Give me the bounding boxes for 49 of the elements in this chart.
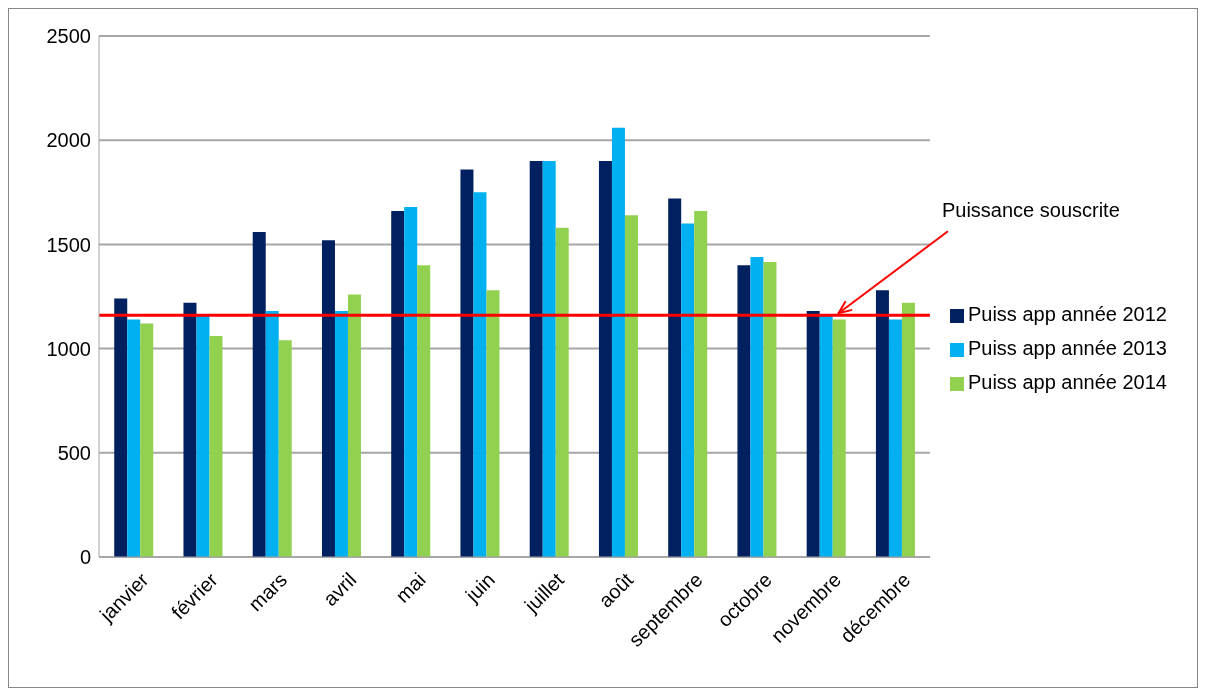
y-tick-label: 2000 bbox=[46, 129, 91, 152]
bar bbox=[391, 211, 405, 557]
bar bbox=[114, 298, 128, 557]
y-tick-label: 1000 bbox=[46, 337, 91, 360]
bar bbox=[611, 127, 625, 557]
bar bbox=[542, 161, 556, 557]
bar bbox=[486, 290, 500, 557]
bar bbox=[278, 340, 292, 557]
bar bbox=[417, 265, 431, 557]
bar bbox=[681, 223, 695, 557]
bar bbox=[901, 302, 915, 557]
bar bbox=[555, 227, 569, 557]
bar bbox=[694, 211, 708, 557]
bar bbox=[460, 169, 474, 557]
bar bbox=[209, 336, 223, 557]
bar bbox=[624, 215, 638, 557]
bar bbox=[252, 231, 266, 557]
bar bbox=[347, 294, 361, 557]
bar bbox=[265, 311, 279, 557]
legend-label: Puiss app année 2012 bbox=[967, 303, 1167, 325]
y-tick-label: 1500 bbox=[46, 233, 91, 256]
bar bbox=[127, 319, 141, 557]
bar bbox=[875, 290, 889, 557]
bar bbox=[404, 206, 418, 557]
y-tick-label: 500 bbox=[57, 441, 91, 464]
bar bbox=[473, 192, 487, 557]
bar bbox=[196, 315, 210, 557]
bar bbox=[750, 256, 764, 557]
bar bbox=[806, 311, 820, 557]
bar bbox=[737, 265, 751, 557]
bar bbox=[763, 262, 777, 557]
bar bbox=[668, 198, 682, 557]
legend-label: Puiss app année 2013 bbox=[967, 337, 1167, 359]
bar bbox=[334, 311, 348, 557]
x-tick-label: avril bbox=[318, 568, 361, 610]
bar bbox=[529, 161, 543, 557]
x-tick-label: mai bbox=[391, 568, 430, 607]
bar bbox=[598, 161, 612, 557]
bar bbox=[888, 319, 902, 557]
y-tick-label: 0 bbox=[79, 546, 91, 569]
bar bbox=[819, 315, 833, 557]
bar bbox=[183, 302, 197, 557]
legend-label: Puiss app année 2014 bbox=[967, 371, 1167, 393]
bar bbox=[140, 323, 154, 557]
x-tick-label: juin bbox=[460, 568, 499, 607]
bar bbox=[321, 240, 335, 557]
bar bbox=[832, 319, 846, 557]
ref-line-label: Puissance souscrite bbox=[941, 199, 1120, 222]
y-tick-label: 2500 bbox=[46, 25, 91, 48]
